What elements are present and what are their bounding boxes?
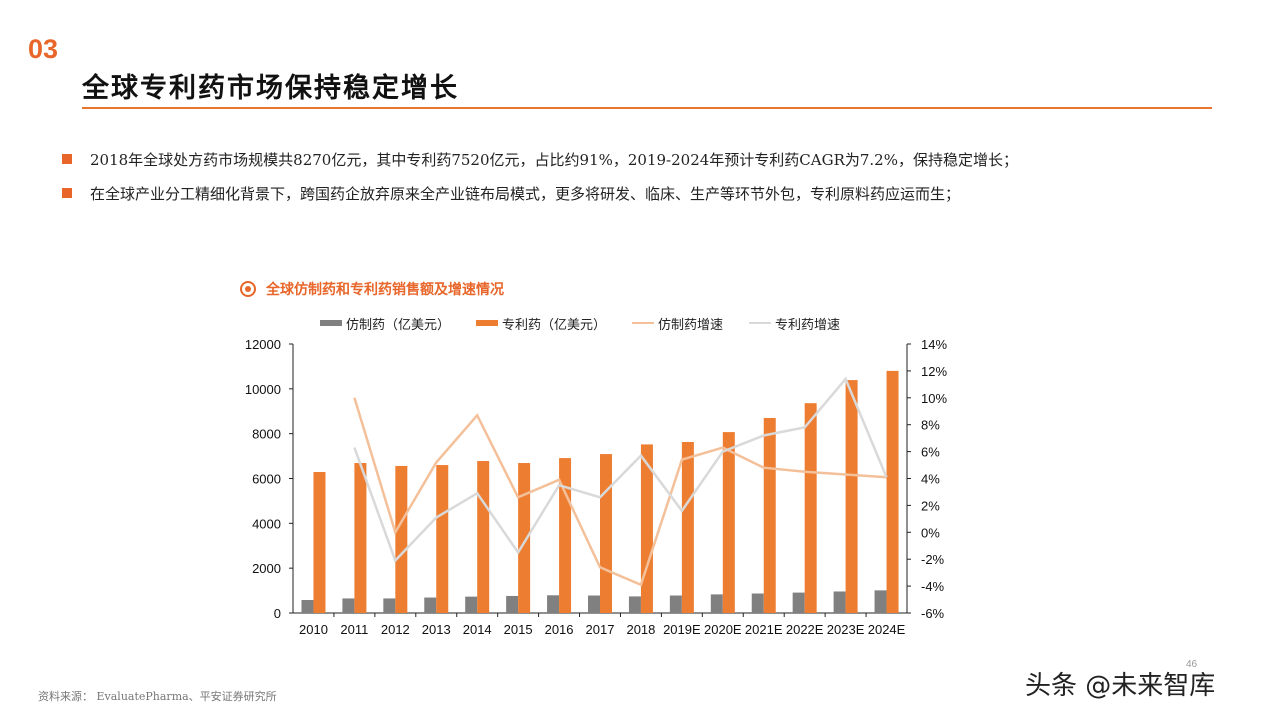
title-divider — [82, 107, 1212, 109]
generic-bar — [710, 594, 723, 613]
x-tick-label: 2013 — [422, 622, 451, 637]
generic-bar — [342, 598, 355, 613]
y2-tick-label: 0% — [921, 525, 940, 540]
patent-bar — [600, 454, 612, 613]
bullet-text: 2018年全球处方药市场规模共8270亿元，其中专利药7520亿元，占比约91%… — [90, 151, 1018, 169]
x-tick-label: 2019E — [663, 622, 701, 637]
x-tick-label: 2012 — [381, 622, 410, 637]
y2-tick-label: 2% — [921, 498, 940, 513]
x-tick-label: 2023E — [827, 622, 865, 637]
y2-tick-label: 12% — [921, 364, 947, 379]
patent-bar — [395, 465, 408, 613]
legend-swatch — [749, 322, 772, 324]
x-tick-label: 2011 — [340, 622, 368, 637]
y2-tick-label: -6% — [921, 606, 945, 621]
y2-tick-label: 8% — [921, 418, 940, 433]
y2-tick-label: -2% — [921, 552, 945, 567]
source-note: 资料来源： EvaluatePharma、平安证券研究所 — [38, 690, 277, 703]
generic-bar — [751, 593, 764, 613]
x-tick-label: 2021E — [745, 622, 783, 637]
generic-bar — [833, 591, 846, 613]
legend-generic: 仿制药（亿美元） — [320, 314, 450, 333]
bullet-item: 2018年全球处方药市场规模共8270亿元，其中专利药7520亿元，占比约91%… — [62, 149, 1018, 170]
legend-label: 专利药（亿美元） — [502, 318, 607, 333]
legend-patent: 专利药（亿美元） — [476, 314, 606, 333]
page-title: 全球专利药市场保持稳定增长 — [82, 73, 459, 104]
generic-bar — [628, 596, 641, 613]
x-tick-label: 2018 — [626, 622, 655, 637]
patent-bar — [518, 463, 531, 613]
target-icon — [240, 281, 256, 297]
legend-swatch — [632, 322, 655, 324]
legend-label: 仿制药增速 — [658, 318, 724, 333]
patent-bar — [477, 461, 490, 613]
patent-growth-line — [353, 376, 888, 563]
patent-bar — [763, 417, 776, 613]
generic-growth-line — [353, 397, 887, 587]
chart-title-text: 全球仿制药和专利药销售额及增速情况 — [266, 282, 504, 298]
y-tick-label: 0 — [274, 606, 281, 621]
patent-bar — [886, 370, 899, 613]
x-tick-label: 2010 — [299, 622, 328, 637]
patent-bar — [722, 432, 735, 613]
y-tick-label: 10000 — [245, 382, 281, 397]
y2-tick-label: -4% — [921, 579, 945, 594]
patent-bar — [804, 403, 817, 613]
patent-bar — [313, 471, 326, 613]
x-tick-label: 2016 — [545, 622, 574, 637]
patent-bar — [354, 463, 367, 613]
legend-patent-growth: 专利药增速 — [749, 314, 840, 333]
bullet-square-icon — [62, 154, 72, 164]
generic-bar — [465, 596, 478, 613]
patent-bar — [845, 380, 858, 613]
generic-bar — [301, 599, 314, 613]
bullet-square-icon — [62, 188, 72, 198]
x-tick-label: 2020E — [704, 622, 742, 637]
patent-bar — [436, 465, 449, 613]
patent-bar — [559, 458, 572, 613]
generic-bar — [506, 595, 519, 613]
chart-legend: 仿制药（亿美元） 专利药（亿美元） 仿制药增速 专利药增速 — [320, 314, 840, 333]
x-tick-label: 2014 — [463, 622, 492, 637]
legend-label: 专利药增速 — [775, 318, 841, 333]
y2-tick-label: 14% — [921, 337, 947, 352]
generic-bar — [383, 598, 396, 613]
generic-bar — [547, 595, 560, 613]
legend-swatch — [320, 320, 342, 326]
x-tick-label: 2022E — [786, 622, 824, 637]
patent-bar — [640, 444, 653, 613]
generic-bar — [669, 595, 682, 613]
page-number: 46 — [1186, 659, 1198, 670]
x-tick-label: 2024E — [868, 622, 906, 637]
chart-title: 全球仿制药和专利药销售额及增速情况 — [240, 279, 504, 299]
bullet-item: 在全球产业分工精细化背景下，跨国药企放弃原来全产业链布局模式，更多将研发、临床、… — [62, 183, 960, 204]
y-tick-label: 2000 — [252, 561, 281, 576]
legend-swatch — [476, 320, 499, 326]
section-number: 03 — [28, 34, 59, 64]
y2-tick-label: 6% — [921, 445, 940, 460]
legend-label: 仿制药（亿美元） — [346, 318, 451, 333]
y2-tick-label: 10% — [921, 391, 947, 406]
generic-bar — [588, 595, 600, 613]
watermark: 头条 @未来智库 — [1025, 671, 1216, 701]
generic-bar — [792, 592, 805, 613]
bullet-text: 在全球产业分工精细化背景下，跨国药企放弃原来全产业链布局模式，更多将研发、临床、… — [90, 185, 961, 203]
x-tick-label: 2015 — [504, 622, 533, 637]
x-tick-label: 2017 — [586, 622, 615, 637]
y-tick-label: 8000 — [252, 427, 281, 442]
y-tick-label: 12000 — [245, 337, 281, 352]
legend-generic-growth: 仿制药增速 — [632, 314, 723, 333]
y-tick-label: 6000 — [252, 472, 281, 487]
y2-tick-label: 4% — [921, 472, 940, 487]
generic-bar — [874, 590, 887, 613]
y-tick-label: 4000 — [252, 516, 281, 531]
generic-bar — [424, 597, 437, 613]
patent-bar — [681, 441, 694, 613]
